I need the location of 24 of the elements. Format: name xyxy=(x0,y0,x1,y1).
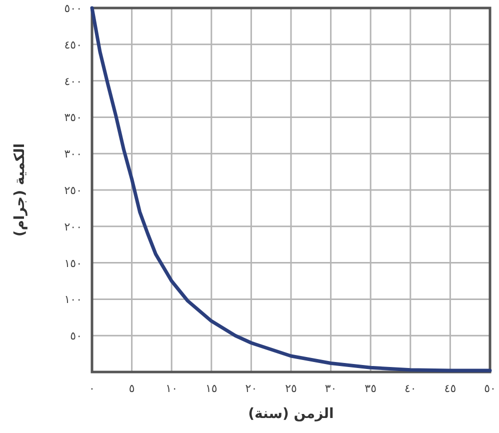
y-tick-label: ٤٠٠ xyxy=(64,74,82,88)
line-series xyxy=(90,6,492,372)
x-tick-label: ٢٠ xyxy=(245,382,258,395)
x-tick-label: ٣٥ xyxy=(364,382,377,395)
y-tick-label: ٥٠٠ xyxy=(64,2,82,15)
y-tick-label: ٤٥٠ xyxy=(64,38,82,52)
x-tick-label: ٥٠ xyxy=(484,382,496,395)
y-axis-title: الكمية (جرام) xyxy=(12,143,28,237)
x-axis-title: الزمن (سنة) xyxy=(248,406,334,422)
x-tick-label: ٠ xyxy=(89,382,95,395)
x-tick-label: ٥ xyxy=(128,382,135,395)
y-tick-label: ٢٥٠ xyxy=(64,184,82,197)
y-tick-label: ١٠٠ xyxy=(64,293,82,306)
y-tick-label: ٣٠٠ xyxy=(64,148,82,161)
x-tick-label: ٤٠ xyxy=(404,382,416,395)
y-tick-label: ٥٠ xyxy=(70,330,82,343)
x-tick-label: ٤٥ xyxy=(444,382,456,395)
y-tick-label: ٢٠٠ xyxy=(64,220,82,234)
x-tick-label: ١٠ xyxy=(166,382,178,395)
y-tick-label: ١٥٠ xyxy=(64,256,82,270)
x-tick-label: ١٥ xyxy=(205,382,218,395)
x-tick-label: ٣٠ xyxy=(324,382,337,395)
x-tick-label: ٢٥ xyxy=(285,382,297,395)
y-tick-label: ٣٥٠ xyxy=(64,111,82,124)
